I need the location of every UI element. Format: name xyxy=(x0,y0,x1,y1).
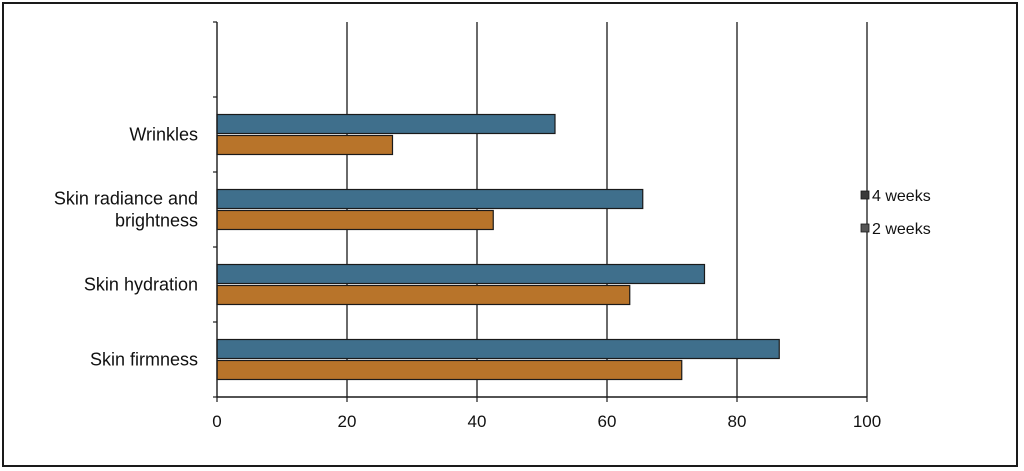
gridlines xyxy=(346,22,868,397)
category-label-3: Wrinkles xyxy=(129,125,198,145)
x-tick-label-80: 80 xyxy=(728,412,747,431)
legend-swatch-1 xyxy=(860,223,870,233)
bar-2w-0 xyxy=(216,359,683,381)
bar-2w-1 xyxy=(216,284,631,306)
axes xyxy=(213,21,868,402)
category-label-0: Skin firmness xyxy=(90,350,198,370)
x-tick-label-60: 60 xyxy=(598,412,617,431)
bar-4w-0 xyxy=(216,338,780,360)
category-labels: Skin firmness Skin hydration Skin radiance… xyxy=(54,125,198,370)
legend: 4 weeks 2 weeks xyxy=(860,188,931,238)
legend-swatch-0 xyxy=(860,190,870,200)
chart-frame xyxy=(2,2,1018,467)
x-tick-label-20: 20 xyxy=(338,412,357,431)
bar-2w-3 xyxy=(216,134,394,156)
bar-4w-3 xyxy=(216,113,556,135)
bar-4w-1 xyxy=(216,263,706,285)
bars xyxy=(216,113,780,381)
x-tick-labels: 0 20 40 60 80 100 xyxy=(212,412,881,431)
x-tick-label-40: 40 xyxy=(468,412,487,431)
category-label-2: Skin radiance and brightness xyxy=(54,189,198,231)
bar-4w-2 xyxy=(216,188,644,210)
bar-2w-2 xyxy=(216,209,494,231)
x-tick-label-0: 0 xyxy=(212,412,221,431)
legend-label-1: 2 weeks xyxy=(872,221,931,238)
category-label-1: Skin hydration xyxy=(84,275,198,295)
x-tick-label-100: 100 xyxy=(853,412,881,431)
legend-label-0: 4 weeks xyxy=(872,188,931,205)
